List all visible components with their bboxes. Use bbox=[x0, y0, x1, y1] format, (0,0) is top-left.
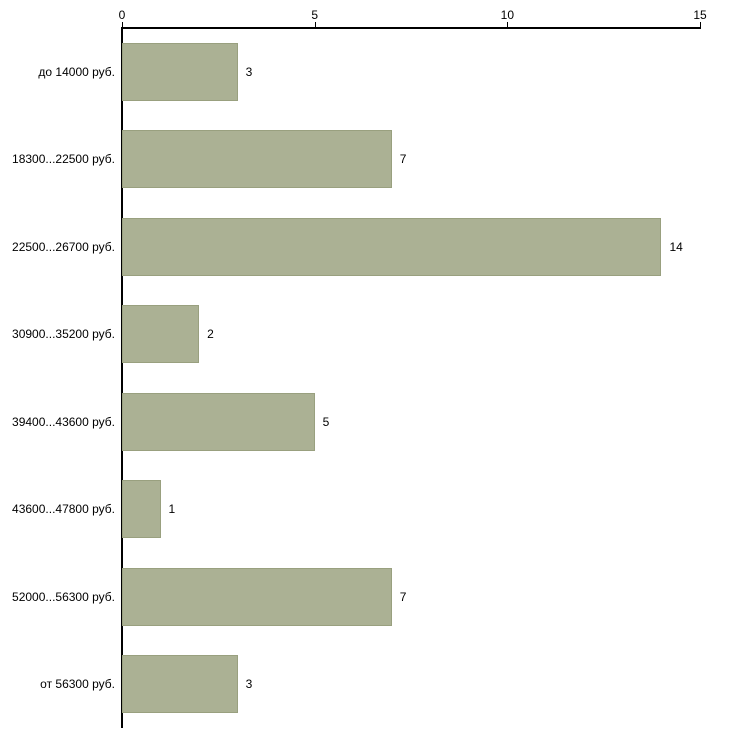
x-axis-tick-label: 15 bbox=[693, 8, 707, 22]
x-axis-tick-mark bbox=[314, 22, 316, 27]
x-axis-tick-label: 0 bbox=[118, 8, 126, 22]
category-label: до 14000 руб. bbox=[38, 64, 115, 79]
value-label: 1 bbox=[168, 502, 176, 517]
bar bbox=[122, 217, 662, 276]
category-label: от 56300 руб. bbox=[40, 677, 115, 692]
category-label: 39400...43600 руб. bbox=[12, 414, 115, 429]
x-axis-tick-mark bbox=[122, 22, 123, 27]
y-axis-line bbox=[121, 27, 123, 728]
x-axis-tick-label: 10 bbox=[500, 8, 515, 22]
x-axis-tick-mark bbox=[700, 22, 701, 27]
bar bbox=[122, 42, 238, 101]
category-label: 22500...26700 руб. bbox=[12, 239, 115, 254]
x-axis-tick-mark bbox=[507, 22, 509, 27]
x-axis-tick-label: 5 bbox=[311, 8, 318, 22]
category-label: 18300...22500 руб. bbox=[12, 152, 115, 167]
category-label: 30900...35200 руб. bbox=[12, 327, 115, 342]
bar bbox=[122, 567, 392, 626]
value-label: 14 bbox=[669, 239, 683, 254]
x-axis-line bbox=[122, 27, 701, 29]
bar bbox=[122, 392, 315, 451]
value-label: 3 bbox=[245, 64, 253, 79]
value-label: 7 bbox=[399, 152, 407, 167]
value-label: 2 bbox=[207, 327, 214, 342]
category-label: 52000...56300 руб. bbox=[12, 589, 115, 604]
value-label: 3 bbox=[245, 677, 253, 692]
bar bbox=[122, 130, 392, 189]
bar bbox=[122, 655, 238, 714]
category-label: 43600...47800 руб. bbox=[12, 502, 115, 517]
bar bbox=[122, 480, 161, 539]
value-label: 7 bbox=[399, 589, 407, 604]
value-label: 5 bbox=[322, 414, 330, 429]
bar bbox=[122, 305, 200, 364]
